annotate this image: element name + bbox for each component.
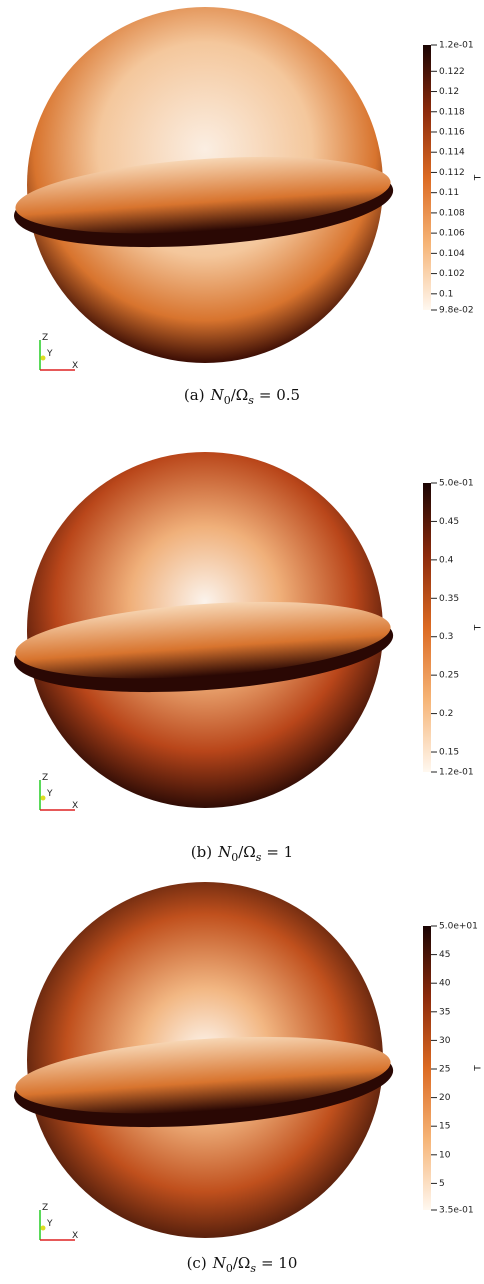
- equatorial-slab-top: [15, 156, 391, 234]
- colorbar-tick-label: 1.2e-01: [439, 768, 474, 778]
- colorbar-tick-label: 0.15: [439, 748, 459, 758]
- axis-label: Y: [46, 349, 53, 359]
- caption-part: (a): [184, 386, 205, 404]
- caption-part: N: [210, 386, 225, 404]
- equatorial-slab-top: [15, 601, 391, 679]
- caption-part: s: [256, 851, 262, 864]
- caption-part: N: [212, 1254, 227, 1272]
- colorbar-tick-label: 0.114: [439, 148, 465, 158]
- caption-part: N: [217, 843, 232, 861]
- colorbar-tick-label: 0.118: [439, 107, 465, 117]
- caption-part: = 0.5: [259, 386, 300, 404]
- caption-part: 0: [226, 1262, 233, 1275]
- colorbar-tick-label: 0.35: [439, 594, 459, 604]
- colorbar-title: T: [474, 1065, 484, 1072]
- axis-label: X: [72, 1231, 78, 1241]
- colorbar: [423, 45, 431, 310]
- colorbar-tick-label: 0.2: [439, 709, 453, 719]
- colorbar-tick-label: 0.104: [439, 249, 465, 259]
- colorbar-tick-label: 45: [439, 950, 450, 960]
- axis-y: [40, 1225, 46, 1231]
- colorbar-tick-label: 0.112: [439, 168, 465, 178]
- caption-part: /Ω: [231, 386, 249, 404]
- colorbar-tick-label: 0.108: [439, 208, 465, 218]
- caption-part: 0: [224, 394, 231, 407]
- axis-label: X: [72, 801, 78, 811]
- colorbar-tick-label: 0.1: [439, 289, 453, 299]
- colorbar-tick-label: 0.12: [439, 87, 459, 97]
- colorbar-tick-label: 25: [439, 1065, 450, 1075]
- colorbar-tick-label: 1.2e-01: [439, 41, 474, 51]
- colorbar-tick-label: 0.122: [439, 67, 465, 77]
- colorbar-tick-label: 10: [439, 1150, 451, 1160]
- caption-part: (c): [187, 1254, 207, 1272]
- caption-part: /Ω: [238, 843, 256, 861]
- caption-part: 0: [231, 851, 238, 864]
- caption-part: (b): [191, 843, 212, 861]
- caption: (a) N0/Ωs = 0.5: [184, 386, 300, 407]
- equatorial-slab-top: [15, 1036, 391, 1114]
- colorbar-tick-label: 0.25: [439, 671, 459, 681]
- caption-part: = 1: [266, 843, 293, 861]
- axis-y: [40, 795, 46, 801]
- colorbar-tick-label: 0.116: [439, 127, 465, 137]
- colorbar-tick-label: 5.0e+01: [439, 922, 478, 932]
- axis-label: Y: [46, 789, 53, 799]
- caption-part: /Ω: [233, 1254, 251, 1272]
- caption: (c) N0/Ωs = 10: [187, 1254, 298, 1275]
- caption-part: s: [250, 1262, 256, 1275]
- colorbar-title: T: [474, 624, 484, 631]
- axis-label: X: [72, 361, 78, 371]
- colorbar-tick-label: 3.5e-01: [439, 1206, 474, 1216]
- colorbar-title: T: [474, 174, 484, 181]
- colorbar-tick-label: 30: [439, 1036, 451, 1046]
- colorbar: [423, 926, 431, 1210]
- colorbar-tick-label: 0.45: [439, 517, 459, 527]
- colorbar-tick-label: 15: [439, 1122, 450, 1132]
- axis-label: Z: [42, 773, 48, 783]
- colorbar-tick-label: 0.106: [439, 229, 465, 239]
- colorbar-tick-label: 5.0e-01: [439, 479, 474, 489]
- axis-y: [40, 355, 46, 361]
- colorbar-tick-label: 5: [439, 1179, 445, 1189]
- caption: (b) N0/Ωs = 1: [191, 843, 293, 864]
- colorbar-tick-label: 0.4: [439, 555, 454, 565]
- colorbar-tick-label: 9.8e-02: [439, 306, 474, 316]
- colorbar-tick-label: 0.102: [439, 269, 465, 279]
- axis-label: Z: [42, 1203, 48, 1213]
- colorbar-tick-label: 0.11: [439, 188, 459, 198]
- caption-part: s: [248, 394, 254, 407]
- colorbar: [423, 483, 431, 772]
- axis-label: Z: [42, 333, 48, 343]
- axis-label: Y: [46, 1219, 53, 1229]
- colorbar-tick-label: 35: [439, 1007, 450, 1017]
- colorbar-tick-label: 20: [439, 1093, 451, 1103]
- caption-part: = 10: [261, 1254, 297, 1272]
- colorbar-tick-label: 0.3: [439, 632, 453, 642]
- colorbar-tick-label: 40: [439, 979, 451, 989]
